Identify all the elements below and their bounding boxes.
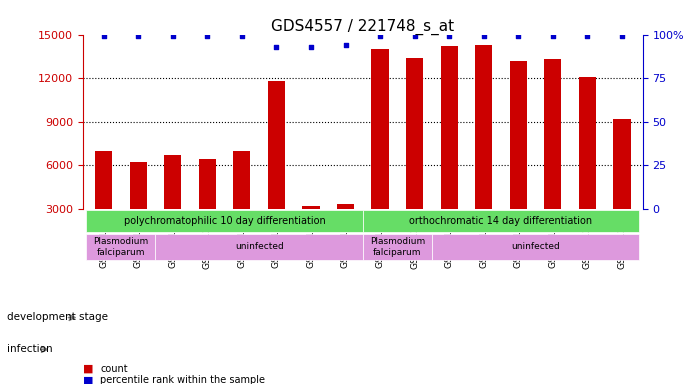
Point xyxy=(409,33,420,40)
FancyBboxPatch shape xyxy=(86,210,363,232)
Point xyxy=(513,33,524,40)
Bar xyxy=(406,58,423,209)
Point xyxy=(582,33,593,40)
Text: uninfected: uninfected xyxy=(235,242,283,252)
Text: infection: infection xyxy=(7,344,53,354)
Bar xyxy=(545,59,561,209)
Bar xyxy=(234,151,251,209)
Bar xyxy=(95,151,112,209)
Point xyxy=(98,33,109,40)
Point xyxy=(478,33,489,40)
Point xyxy=(444,33,455,40)
FancyBboxPatch shape xyxy=(432,234,639,260)
Bar xyxy=(199,159,216,209)
Point xyxy=(375,33,386,40)
Text: development stage: development stage xyxy=(7,312,108,322)
Bar xyxy=(441,46,457,209)
Bar xyxy=(129,162,146,209)
Text: uninfected: uninfected xyxy=(511,242,560,252)
Bar xyxy=(579,77,596,209)
Text: Plasmodium
falciparum: Plasmodium falciparum xyxy=(93,237,149,257)
Title: GDS4557 / 221748_s_at: GDS4557 / 221748_s_at xyxy=(271,18,455,35)
Text: orthochromatic 14 day differentiation: orthochromatic 14 day differentiation xyxy=(409,216,593,226)
Bar xyxy=(372,49,388,209)
Text: count: count xyxy=(100,364,128,374)
Bar xyxy=(510,61,527,209)
Point xyxy=(305,44,316,50)
Bar xyxy=(337,205,354,209)
Text: ■: ■ xyxy=(83,375,93,384)
Text: percentile rank within the sample: percentile rank within the sample xyxy=(100,375,265,384)
Point xyxy=(202,33,213,40)
Point xyxy=(340,42,351,48)
Point xyxy=(547,33,558,40)
Text: ■: ■ xyxy=(83,364,93,374)
Bar xyxy=(164,155,181,209)
FancyBboxPatch shape xyxy=(86,234,155,260)
Bar xyxy=(302,206,319,209)
Point xyxy=(236,33,247,40)
FancyBboxPatch shape xyxy=(155,234,363,260)
Text: Plasmodium
falciparum: Plasmodium falciparum xyxy=(370,237,425,257)
FancyBboxPatch shape xyxy=(363,210,639,232)
Point xyxy=(133,33,144,40)
Bar xyxy=(614,119,630,209)
FancyBboxPatch shape xyxy=(363,234,432,260)
Point xyxy=(167,33,178,40)
Text: polychromatophilic 10 day differentiation: polychromatophilic 10 day differentiatio… xyxy=(124,216,325,226)
Bar xyxy=(475,45,492,209)
Point xyxy=(616,33,627,40)
Bar xyxy=(268,81,285,209)
Point xyxy=(271,44,282,50)
